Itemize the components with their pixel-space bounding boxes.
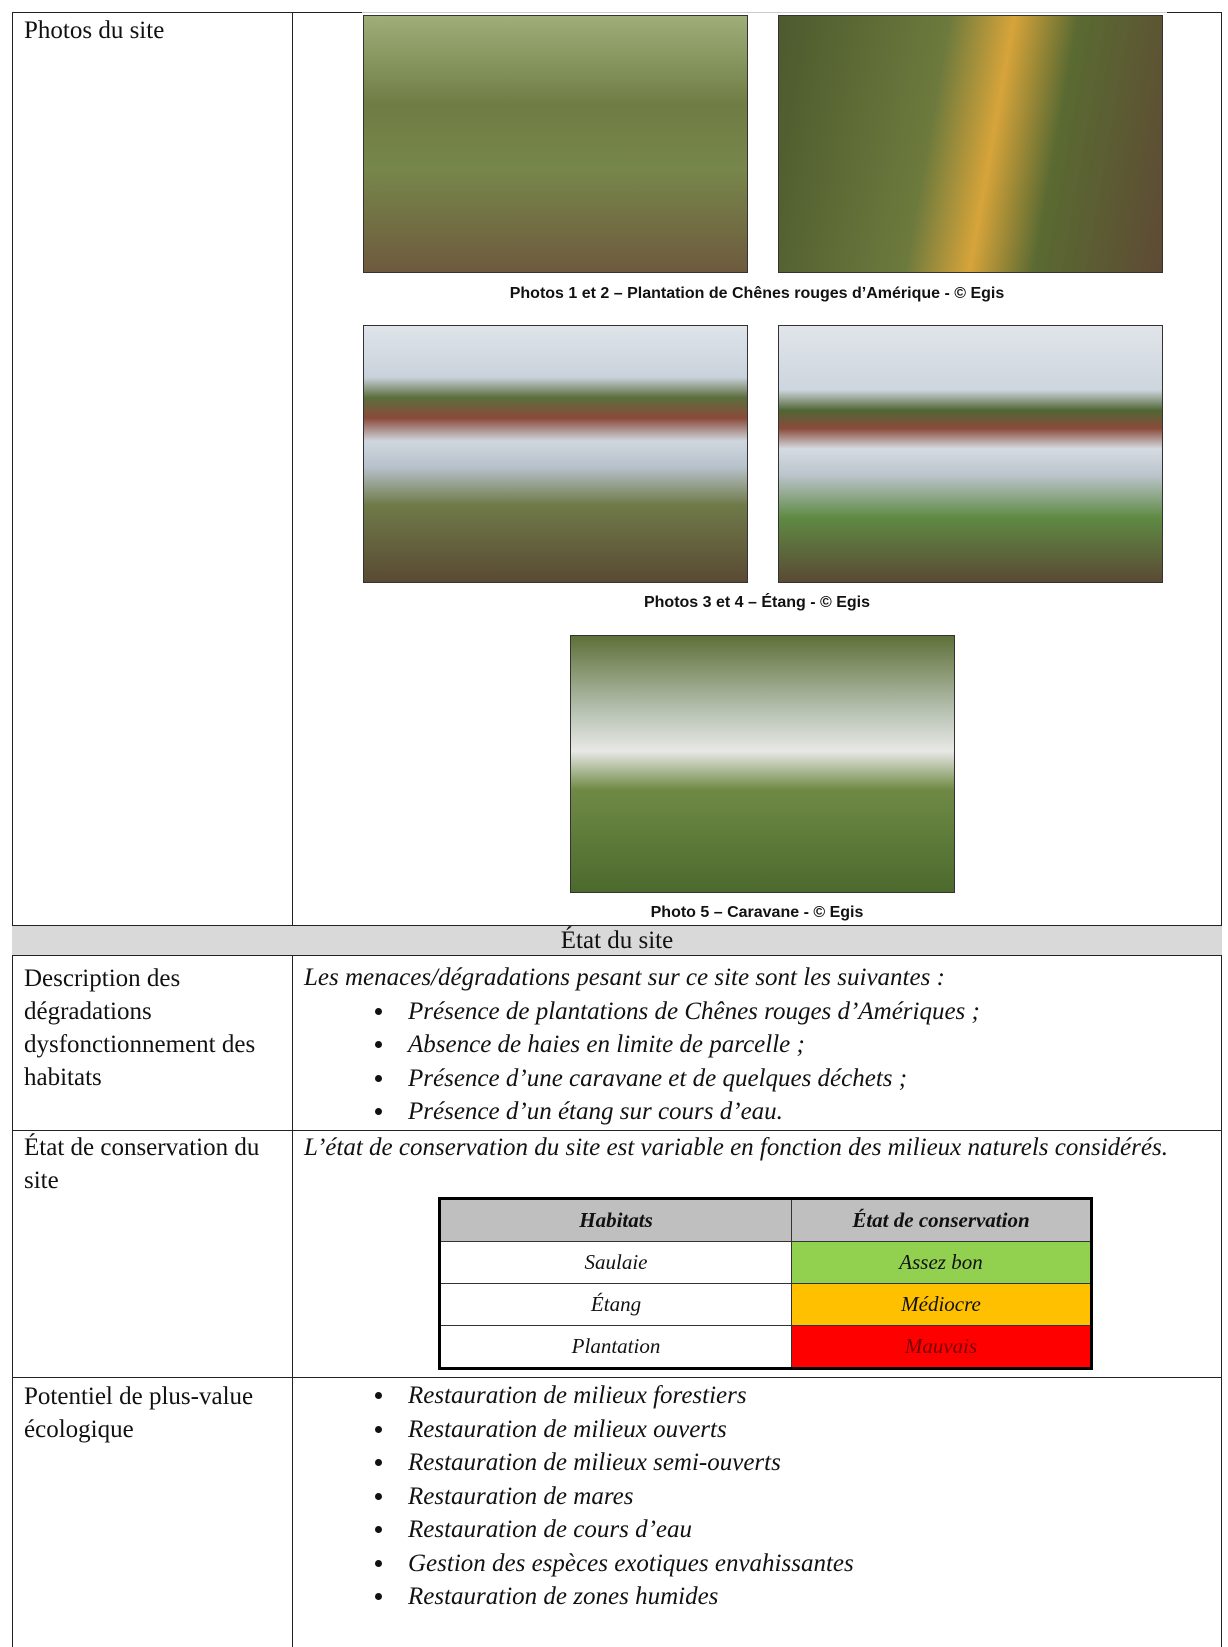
table-header: État de conservation: [791, 1198, 1092, 1242]
list-item: Présence d’une caravane et de quelques d…: [396, 1062, 1214, 1096]
border: [292, 12, 293, 925]
rule: [362, 12, 1167, 13]
cell-text: Les menaces/dégradations pesant sur ce s…: [304, 961, 1214, 1129]
table-cell: Médiocre: [791, 1283, 1092, 1326]
section-header: État du site: [12, 925, 1222, 956]
conservation-table: Habitats État de conservation Saulaie As…: [438, 1197, 1093, 1370]
table-cell: Plantation: [439, 1325, 792, 1369]
caption: Photo 5 – Caravane - © Egis: [650, 904, 864, 921]
row-label: État de conservation du site: [24, 1134, 260, 1194]
list-item: Restauration de milieux forestiers: [396, 1379, 1214, 1413]
intro: L’état de conservation du site est varia…: [304, 1134, 1168, 1161]
row-label: Potentiel de plus-value écologique: [24, 1383, 254, 1443]
caption: Photos 3 et 4 – Étang - © Egis: [643, 594, 871, 611]
list-item: Restauration de mares: [396, 1480, 1214, 1514]
list-item: Présence d’un étang sur cours d’eau.: [396, 1095, 1214, 1129]
list-item: Restauration de zones humides: [396, 1580, 1214, 1614]
border: [292, 956, 293, 1647]
list: Présence de plantations de Chênes rouges…: [304, 995, 1214, 1129]
table-cell: Saulaie: [439, 1241, 792, 1284]
list-item: Restauration de cours d’eau: [396, 1513, 1214, 1547]
table-cell: Assez bon: [791, 1241, 1092, 1284]
row-label: Photos du site: [24, 17, 165, 44]
table-cell: Mauvais: [791, 1325, 1092, 1369]
photo: [778, 15, 1163, 273]
border: [12, 1130, 1222, 1131]
list-item: Restauration de milieux semi-ouverts: [396, 1446, 1214, 1480]
list: Restauration de milieux forestiers Resta…: [304, 1379, 1214, 1614]
row-label: Description des dégradations dysfonction…: [24, 965, 256, 1091]
photo: [363, 325, 748, 583]
border: [1221, 12, 1222, 1647]
photo: [363, 15, 748, 273]
photo: [778, 325, 1163, 583]
photo: [570, 635, 955, 893]
list-item: Absence de haies en limite de parcelle ;: [396, 1028, 1214, 1062]
cell-text: Restauration de milieux forestiers Resta…: [304, 1379, 1214, 1614]
border: [12, 1377, 1222, 1378]
caption: Photos 1 et 2 – Plantation de Chênes rou…: [509, 285, 1005, 302]
list-item: Restauration de milieux ouverts: [396, 1413, 1214, 1447]
list-item: Présence de plantations de Chênes rouges…: [396, 995, 1214, 1029]
table-header: Habitats: [439, 1198, 792, 1242]
intro: Les menaces/dégradations pesant sur ce s…: [304, 964, 945, 991]
border: [12, 12, 13, 1647]
table-cell: Étang: [439, 1283, 792, 1326]
list-item: Gestion des espèces exotiques envahissan…: [396, 1547, 1214, 1581]
